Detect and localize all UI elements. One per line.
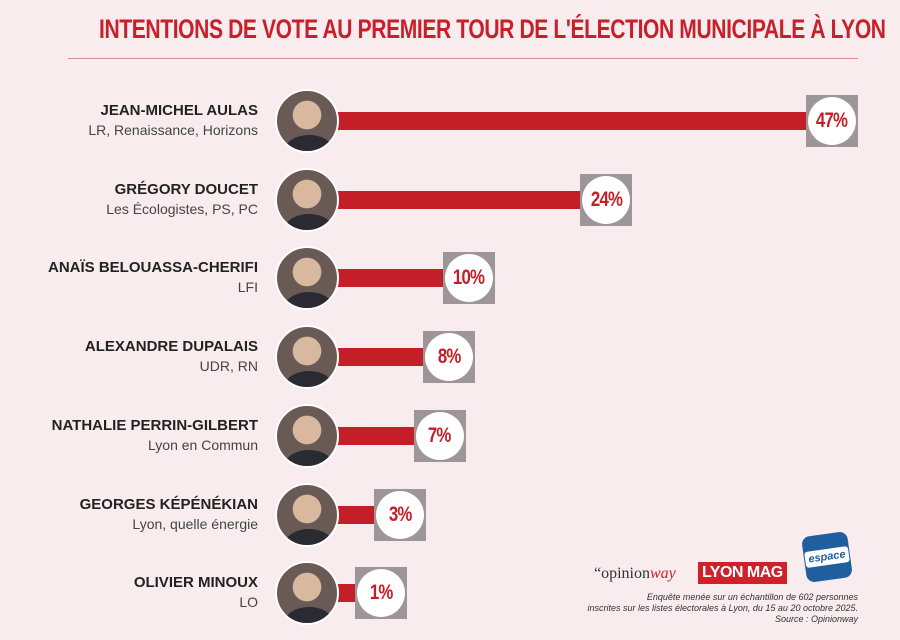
candidate-name: NATHALIE PERRIN-GILBERT — [51, 416, 258, 434]
bar — [335, 269, 447, 288]
data-label: 10% — [453, 266, 485, 290]
bar — [335, 348, 428, 367]
candidate-row: OLIVIER MINOUX LO 1% — [0, 558, 900, 628]
data-label: 1% — [369, 581, 393, 605]
candidate-name: JEAN-MICHEL AULAS — [100, 102, 258, 119]
chart-title: INTENTIONS DE VOTE AU PREMIER TOUR DE L'… — [99, 14, 886, 44]
candidate-party: Lyon en Commun — [148, 436, 258, 453]
value-badge: 1% — [354, 567, 407, 620]
candidate-name: GRÉGORY DOUCET — [114, 180, 258, 198]
candidate-row: GRÉGORY DOUCET Les Écologistes, PS, PC 2… — [0, 165, 900, 235]
value-badge: 8% — [423, 331, 476, 384]
candidate-photo — [275, 482, 339, 547]
candidate-name: ANAÏS BELOUASSA-CHERIFI — [47, 259, 258, 277]
candidate-party: LO — [239, 594, 258, 611]
candidate-name: OLIVIER MINOUX — [133, 574, 258, 592]
survey-note: Enquête menée sur un échantillon de 602 … — [588, 592, 859, 625]
bar — [335, 505, 379, 524]
value-circle: 3% — [376, 490, 425, 539]
value-circle: 10% — [445, 254, 493, 303]
candidate-party: LFI — [237, 279, 258, 296]
value-badge: 3% — [374, 488, 427, 541]
candidate-name: GEORGES KÉPÉNÉKIAN — [79, 495, 258, 513]
candidate-photo — [275, 167, 339, 232]
candidate-name: ALEXANDRE DUPALAIS — [84, 338, 258, 356]
value-badge: 7% — [413, 409, 466, 462]
bar — [335, 584, 359, 603]
candidate-photo — [275, 403, 339, 468]
value-circle: 8% — [425, 333, 474, 382]
candidate-party: Les Écologistes, PS, PC — [106, 200, 258, 217]
value-circle: 24% — [582, 175, 631, 224]
candidate-row: ANAÏS BELOUASSA-CHERIFI LFI 10% — [0, 243, 900, 313]
candidate-photo — [275, 325, 339, 390]
bar — [335, 112, 810, 130]
value-badge: 47% — [805, 95, 858, 147]
candidate-row: ALEXANDRE DUPALAIS UDR, RN 8% — [0, 322, 900, 392]
candidate-photo — [275, 246, 339, 311]
data-label: 7% — [428, 423, 451, 447]
radio-espace-logo: espace — [801, 531, 853, 583]
value-circle: 1% — [356, 569, 405, 618]
note-source: Source : Opinionway — [774, 614, 858, 624]
value-circle: 47% — [807, 97, 856, 145]
data-label: 47% — [815, 109, 848, 132]
data-label: 8% — [438, 345, 461, 369]
data-label: 3% — [389, 502, 412, 526]
candidate-party: LR, Renaissance, Horizons — [88, 122, 258, 138]
candidate-row: JEAN-MICHEL AULAS LR, Renaissance, Horiz… — [0, 86, 900, 156]
candidate-row: NATHALIE PERRIN-GILBERT Lyon en Commun 7… — [0, 401, 900, 471]
candidate-photo — [275, 561, 339, 626]
data-label: 24% — [590, 187, 623, 211]
value-circle: 7% — [415, 411, 464, 460]
note-line: Enquête menée sur un échantillon de 602 … — [646, 592, 858, 602]
lyonmag-logo: LYON MAG — [698, 562, 787, 584]
bar — [335, 190, 585, 209]
bar — [335, 426, 418, 445]
candidate-party: UDR, RN — [199, 358, 258, 375]
title-divider — [68, 58, 858, 59]
value-badge: 24% — [580, 173, 633, 226]
value-badge: 10% — [443, 252, 495, 305]
candidate-photo — [275, 89, 339, 153]
opinionway-logo: “opinionway — [594, 565, 676, 582]
note-line: inscrites sur les listes électorales à L… — [587, 603, 859, 613]
candidate-party: Lyon, quelle énergie — [132, 515, 258, 532]
candidate-row: GEORGES KÉPÉNÉKIAN Lyon, quelle énergie … — [0, 480, 900, 550]
